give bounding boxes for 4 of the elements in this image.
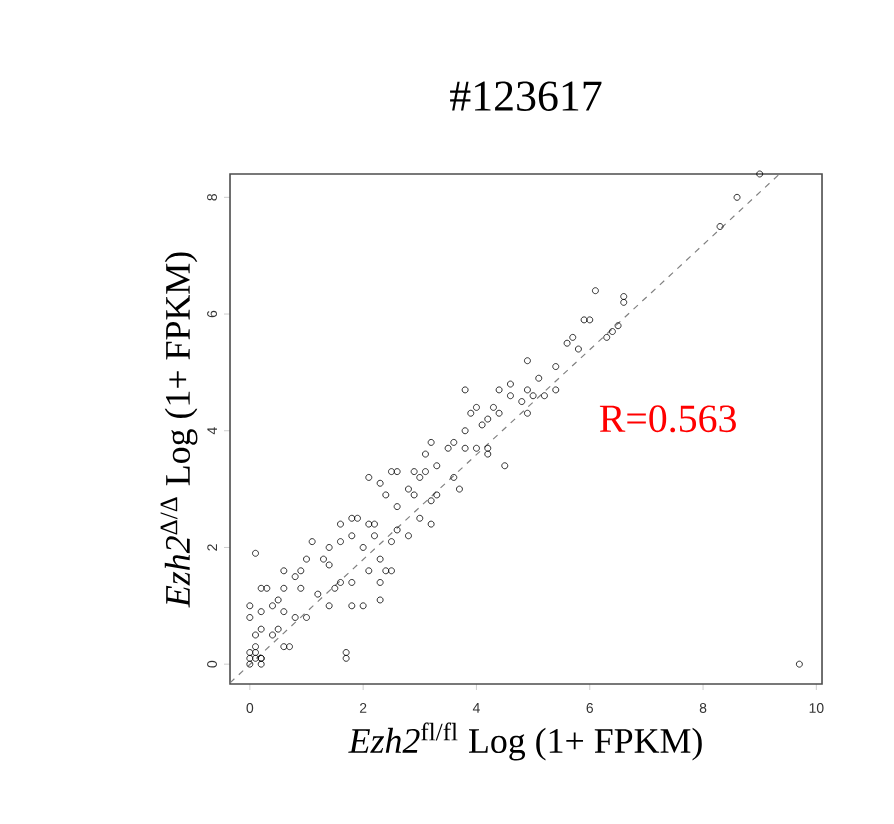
- chart-title: #123617: [450, 81, 602, 111]
- y-axis-title: Ezh2$^{Δ/Δ}$ Log (1+ FPKM): [160, 252, 198, 608]
- annotation: R=0.563: [599, 405, 736, 433]
- x-axis-title: Ezh2$^{fl/fl}$ Log (1+ FPKM): [348, 722, 702, 761]
